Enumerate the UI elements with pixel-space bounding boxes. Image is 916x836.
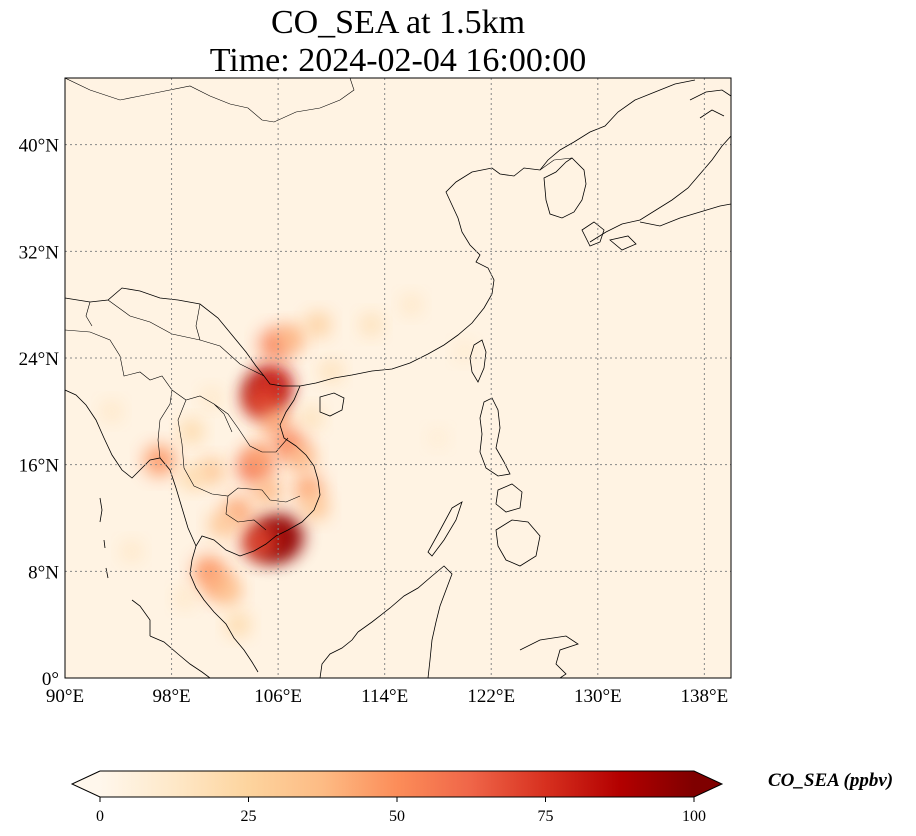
taiwan-coastline: [469, 339, 487, 383]
concentration-hotspot: [180, 466, 204, 490]
concentration-hotspot: [401, 294, 422, 315]
japan-coastline: [589, 135, 731, 243]
map-title: CO_SEA at 1.5km: [270, 4, 526, 41]
concentration-hotspot: [261, 407, 290, 437]
colorbar-tick-label: 100: [682, 808, 706, 825]
visayas-coastline: [495, 483, 523, 513]
vietnam-coastline: [253, 385, 321, 552]
andaman-coastline: [65, 389, 197, 547]
concentration-hotspot: [174, 587, 195, 609]
colorbar-tick-label: 50: [389, 808, 405, 825]
colorbar-extend-min: [72, 771, 100, 797]
korea-coastline: [543, 157, 587, 219]
map-frame: [64, 77, 732, 679]
x-tick-label: 106°E: [254, 686, 302, 707]
x-tick-label: 90°E: [46, 686, 84, 707]
y-tick-label: 0°: [42, 669, 59, 690]
x-tick-label: 114°E: [361, 686, 408, 707]
russia-border: [65, 78, 355, 123]
concentration-hotspot: [253, 477, 282, 505]
sumatra-coastline: [149, 635, 211, 678]
andaman-islands: [99, 497, 109, 579]
concentration-hotspot: [241, 524, 278, 560]
luzon-coastline: [479, 397, 511, 477]
korea-china-border: [539, 157, 573, 171]
concentration-hotspot: [277, 324, 306, 352]
concentration-hotspot: [245, 443, 274, 473]
sulawesi-coastline: [519, 635, 579, 678]
concentration-hotspot: [305, 312, 331, 337]
palawan-coastline: [427, 501, 463, 557]
kyushu-coastline: [581, 221, 605, 247]
japan-south-coast: [639, 203, 731, 227]
x-tick-label: 98°E: [152, 686, 190, 707]
colorbar-label: CO_SEA (ppbv): [768, 770, 894, 791]
mainland-coastline: [65, 79, 696, 387]
concentration-field-background: [65, 78, 731, 678]
mindanao-coastline: [495, 519, 541, 567]
concentration-hotspot: [215, 578, 242, 605]
colorbar-gradient: [100, 771, 694, 797]
y-tick-label: 40°N: [19, 136, 60, 157]
country-borders: [65, 299, 301, 531]
y-tick-label: 8°N: [28, 562, 59, 583]
shikoku-coastline: [609, 235, 637, 251]
concentration-hotspot: [360, 313, 383, 336]
concentration-hotspot: [209, 511, 236, 538]
longitude-axis: 90°E 98°E 106°E 114°E 122°E 130°E 138°E: [46, 686, 728, 707]
y-tick-label: 24°N: [19, 349, 60, 370]
concentration-hotspot: [144, 445, 175, 476]
concentration-hotspot: [320, 360, 343, 383]
y-tick-label: 16°N: [19, 456, 60, 477]
hokkaido-coastline: [689, 89, 731, 119]
concentration-hotspot: [101, 401, 122, 422]
concentration-hotspot: [121, 541, 142, 562]
colorbar-tick-label: 25: [241, 808, 257, 825]
colorbar-tick-label: 75: [538, 808, 554, 825]
colorbar-tick-label: 0: [96, 808, 104, 825]
concentration-hotspot: [180, 419, 204, 443]
latitude-axis: 0° 8°N 16°N 24°N 32°N 40°N: [19, 136, 60, 690]
map-subtitle-time: Time: 2024-02-04 16:00:00: [209, 42, 587, 79]
colorbar-extend-max: [694, 771, 722, 797]
concentration-hotspot: [454, 341, 475, 362]
colorbar-ticks: 0 25 50 75 100: [96, 797, 706, 825]
hainan-coastline: [319, 392, 345, 417]
x-tick-label: 138°E: [681, 686, 729, 707]
borneo-coastline: [357, 565, 453, 678]
concentration-hotspot: [288, 444, 316, 472]
colorbar: 0 25 50 75 100: [70, 770, 724, 825]
concentration-hotspot: [428, 428, 448, 448]
x-tick-label: 130°E: [574, 686, 622, 707]
x-tick-label: 122°E: [467, 686, 515, 707]
concentration-hotspot: [226, 613, 250, 637]
coastlines-and-borders: [65, 78, 731, 678]
y-tick-label: 32°N: [19, 242, 60, 263]
concentration-hotspot: [201, 387, 222, 409]
malay-peninsula-coastline: [189, 535, 259, 673]
borneo-west-coast: [319, 631, 359, 678]
sumatra-north-tip: [131, 599, 151, 636]
concentration-hotspot: [300, 407, 323, 429]
